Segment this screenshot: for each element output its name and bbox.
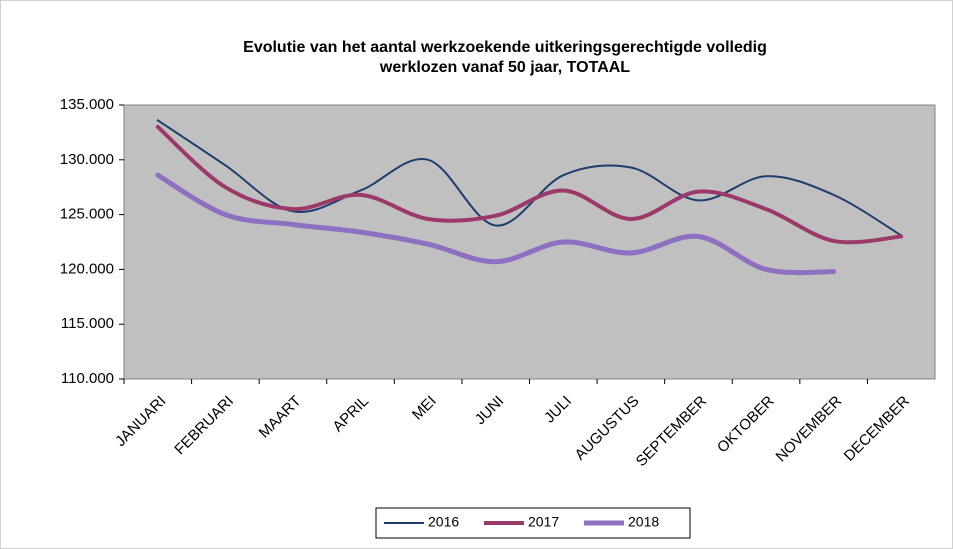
- legend-label: 2017: [528, 514, 559, 530]
- plot-area: [123, 104, 936, 380]
- chart-title: Evolutie van het aantal werkzoekende uit…: [243, 39, 767, 56]
- y-tick-label: 120.000: [60, 260, 114, 277]
- y-tick-label: 135.000: [60, 96, 114, 113]
- legend-label: 2016: [428, 514, 459, 530]
- y-tick-label: 130.000: [60, 151, 114, 168]
- chart-title: werklozen vanaf 50 jaar, TOTAAL: [379, 59, 630, 76]
- series-line: [155, 124, 904, 245]
- legend-label: 2018: [628, 514, 659, 530]
- legend-box: [375, 507, 691, 539]
- y-tick-label: 125.000: [60, 206, 114, 223]
- y-tick-label: 115.000: [61, 315, 114, 332]
- y-tick-label: 110.000: [61, 370, 114, 387]
- series-line: [155, 172, 837, 276]
